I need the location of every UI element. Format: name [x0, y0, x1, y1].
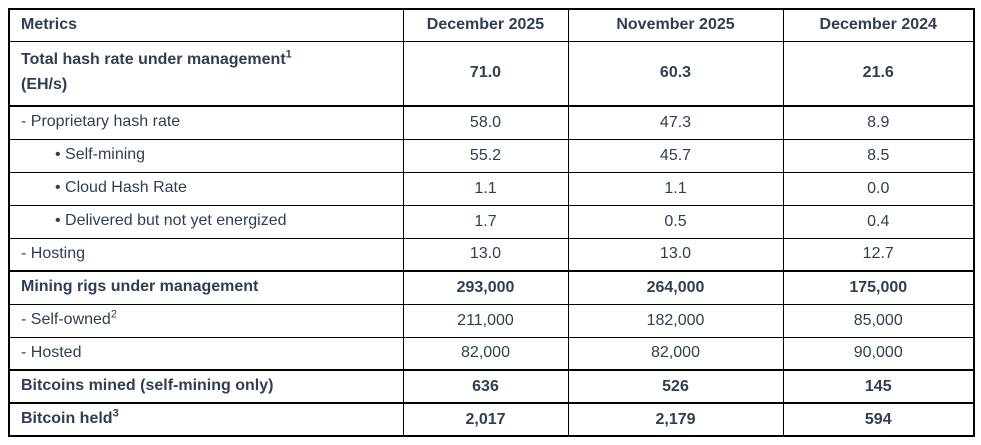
metric-label: - Self-owned: [21, 311, 111, 329]
value-cell: 0.0: [782, 171, 975, 206]
value-cell: 85,000: [782, 303, 975, 338]
value-cell: 526: [567, 369, 784, 404]
table-row: - Hosted 82,000 82,000 90,000: [8, 336, 975, 371]
metric-label-cell: - Self-owned2: [8, 303, 404, 338]
value-cell: 13.0: [567, 237, 784, 272]
metric-label: Total hash rate under management: [21, 51, 286, 69]
metric-label-cell: • Cloud Hash Rate: [8, 171, 404, 206]
value-cell: 58.0: [402, 105, 569, 140]
metric-label-line2: (EH/s): [21, 76, 68, 94]
value-cell: 47.3: [567, 105, 784, 140]
metric-label-cell: • Self-mining: [8, 138, 404, 173]
metrics-table: Metrics December 2025 November 2025 Decembe…: [8, 8, 975, 437]
value-cell: 0.4: [782, 204, 975, 239]
table-row: Bitcoin held3 2,017 2,179 594: [8, 402, 975, 437]
table-row: - Hosting 13.0 13.0 12.7: [8, 237, 975, 272]
value-cell: 90,000: [782, 336, 975, 371]
table-row: Mining rigs under management 293,000 264,0…: [8, 270, 975, 305]
metric-label-cell: Total hash rate under management1 (EH/s): [8, 40, 404, 107]
metric-label-cell: Bitcoin held3: [8, 402, 404, 437]
metric-label: Bitcoins mined (self-mining only): [21, 377, 274, 395]
value-cell: 145: [782, 369, 975, 404]
value-cell: 594: [782, 402, 975, 437]
value-cell: 264,000: [567, 270, 784, 305]
metric-label: Bitcoin held: [21, 410, 113, 428]
value-cell: 182,000: [567, 303, 784, 338]
table-row: - Proprietary hash rate 58.0 47.3 8.9: [8, 105, 975, 140]
value-cell: 1.1: [567, 171, 784, 206]
table-row: • Cloud Hash Rate 1.1 1.1 0.0: [8, 171, 975, 206]
metric-label-cell: Mining rigs under management: [8, 270, 404, 305]
value-cell: 293,000: [402, 270, 569, 305]
value-cell: 45.7: [567, 138, 784, 173]
value-cell: 636: [402, 369, 569, 404]
column-header-metrics: Metrics: [8, 8, 404, 42]
value-cell: 82,000: [567, 336, 784, 371]
value-cell: 175,000: [782, 270, 975, 305]
value-cell: 55.2: [402, 138, 569, 173]
metric-label-cell: Bitcoins mined (self-mining only): [8, 369, 404, 404]
value-cell: 1.1: [402, 171, 569, 206]
metric-label: • Cloud Hash Rate: [55, 179, 187, 197]
value-cell: 211,000: [402, 303, 569, 338]
column-header-period: December 2024: [782, 8, 975, 42]
metric-label: • Delivered but not yet energized: [55, 212, 287, 230]
value-cell: 60.3: [567, 40, 784, 107]
metric-label-cell: - Proprietary hash rate: [8, 105, 404, 140]
footnote-marker: 3: [112, 407, 119, 420]
footnote-marker: 1: [285, 49, 292, 62]
value-cell: 82,000: [402, 336, 569, 371]
value-cell: 8.9: [782, 105, 975, 140]
value-cell: 2,179: [567, 402, 784, 437]
metric-label: • Self-mining: [55, 146, 146, 164]
metrics-table-body: Total hash rate under management1 (EH/s) 7…: [8, 40, 975, 437]
metric-label: - Hosted: [21, 343, 82, 361]
value-cell: 8.5: [782, 138, 975, 173]
metric-label: Mining rigs under management: [21, 278, 259, 296]
metric-label: - Hosting: [21, 244, 86, 262]
metric-label-cell: • Delivered but not yet energized: [8, 204, 404, 239]
metric-label-cell: - Hosting: [8, 237, 404, 272]
metric-label: - Proprietary hash rate: [21, 113, 181, 131]
footnote-marker: 2: [110, 308, 117, 321]
header-row: Metrics December 2025 November 2025 Decembe…: [8, 8, 975, 42]
value-cell: 0.5: [567, 204, 784, 239]
metric-label-cell: - Hosted: [8, 336, 404, 371]
table-row: • Self-mining 55.2 45.7 8.5: [8, 138, 975, 173]
value-cell: 2,017: [402, 402, 569, 437]
table-row: • Delivered but not yet energized 1.7 0.5 0…: [8, 204, 975, 239]
value-cell: 13.0: [402, 237, 569, 272]
value-cell: 21.6: [782, 40, 975, 107]
column-header-period: December 2025: [402, 8, 569, 42]
table-row: Total hash rate under management1 (EH/s) 7…: [8, 40, 975, 107]
value-cell: 1.7: [402, 204, 569, 239]
column-header-period: November 2025: [567, 8, 784, 42]
value-cell: 71.0: [402, 40, 569, 107]
table-row: Bitcoins mined (self-mining only) 636 526 1…: [8, 369, 975, 404]
value-cell: 12.7: [782, 237, 975, 272]
table-row: - Self-owned2 211,000 182,000 85,000: [8, 303, 975, 338]
